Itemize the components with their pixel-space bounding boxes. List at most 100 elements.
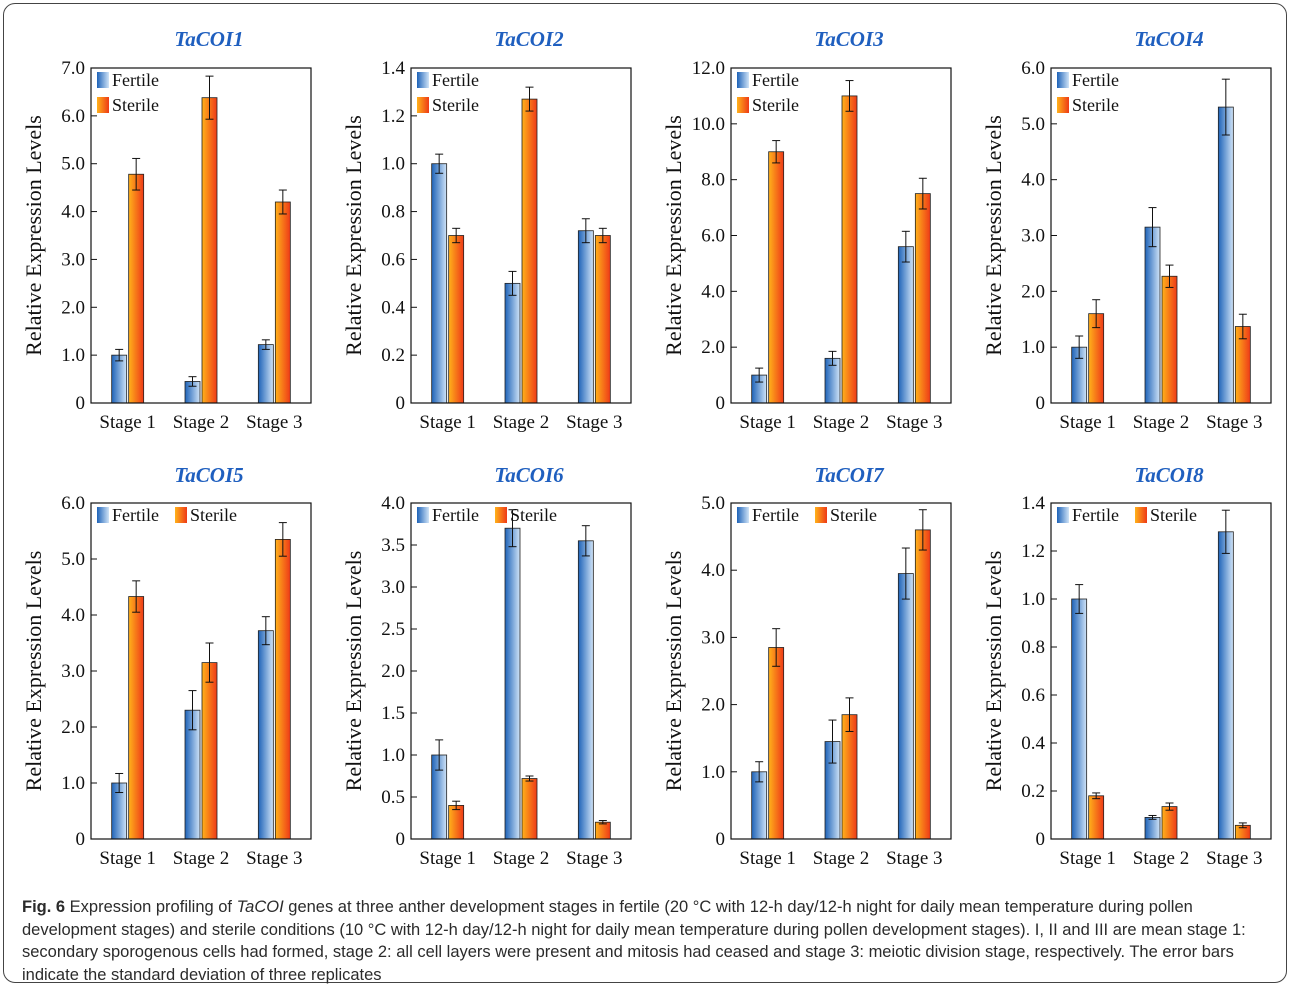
caption-text-rest: genes at three anther development stages… bbox=[22, 898, 1246, 984]
y-tick-label: 5.0 bbox=[61, 154, 85, 175]
y-tick-label: 1.0 bbox=[61, 345, 85, 366]
y-tick-label: 0 bbox=[396, 393, 406, 414]
chart-title: TaCOI6 bbox=[494, 463, 564, 487]
legend-swatch-fertile bbox=[417, 507, 429, 523]
x-tick-label: Stage 2 bbox=[493, 412, 549, 433]
bar-sterile bbox=[448, 235, 465, 404]
legend-label: Sterile bbox=[432, 95, 479, 115]
x-tick-label: Stage 2 bbox=[813, 848, 869, 869]
caption-gene: TaCOI bbox=[236, 898, 284, 916]
legend-swatch-sterile bbox=[495, 507, 507, 523]
chart-panel-3: TaCOI3 Relative Expression Levels 0 2.0 4.0 6… bbox=[661, 27, 952, 433]
y-tick-label: 1.5 bbox=[381, 703, 405, 724]
y-tick-label: 4.0 bbox=[61, 202, 85, 223]
legend-swatch-fertile bbox=[737, 507, 749, 523]
x-tick-label: Stage 1 bbox=[739, 848, 795, 869]
x-tick-label: Stage 3 bbox=[886, 412, 942, 433]
chart-panel-6: TaCOI6 Relative Expression Levels 0 0.5 1.0 1… bbox=[341, 463, 632, 869]
legend-label: Sterile bbox=[1150, 505, 1197, 525]
bar-fertile bbox=[1144, 226, 1161, 404]
y-tick-label: 0.6 bbox=[381, 249, 405, 270]
legend-label: Fertile bbox=[112, 505, 159, 525]
y-axis-label: Relative Expression Levels bbox=[981, 115, 1006, 356]
y-tick-label: 2.0 bbox=[1021, 281, 1045, 302]
y-tick-label: 5.0 bbox=[61, 549, 85, 570]
y-tick-label: 8.0 bbox=[701, 170, 725, 191]
x-tick-label: Stage 3 bbox=[1206, 412, 1262, 433]
y-tick-label: 0.8 bbox=[1021, 637, 1045, 658]
y-axis-label: Relative Expression Levels bbox=[21, 115, 46, 356]
x-tick-label: Stage 3 bbox=[246, 848, 302, 869]
x-tick-label: Stage 2 bbox=[1133, 412, 1189, 433]
y-tick-label: 6.0 bbox=[1021, 58, 1045, 79]
legend-label: Fertile bbox=[752, 505, 799, 525]
y-tick-label: 12.0 bbox=[692, 58, 725, 79]
bar-sterile bbox=[841, 714, 858, 840]
y-tick-label: 0.2 bbox=[1021, 781, 1045, 802]
x-tick-label: Stage 1 bbox=[419, 848, 475, 869]
legend-swatch-fertile bbox=[1057, 507, 1069, 523]
caption-text-start: Expression profiling of bbox=[65, 898, 237, 916]
legend-swatch-sterile bbox=[417, 97, 429, 113]
x-tick-label: Stage 1 bbox=[99, 412, 155, 433]
y-tick-label: 5.0 bbox=[701, 493, 725, 514]
plot-frame bbox=[1050, 502, 1272, 840]
y-tick-label: 1.0 bbox=[1021, 337, 1045, 358]
y-tick-label: 3.0 bbox=[701, 627, 725, 648]
plot-frame bbox=[90, 67, 312, 404]
legend-swatch-fertile bbox=[417, 72, 429, 88]
legend-label: Sterile bbox=[1072, 95, 1119, 115]
y-tick-label: 10.0 bbox=[692, 114, 725, 135]
y-tick-label: 0.2 bbox=[381, 345, 405, 366]
x-tick-label: Stage 2 bbox=[173, 848, 229, 869]
legend-swatch-sterile bbox=[175, 507, 187, 523]
y-tick-label: 7.0 bbox=[61, 58, 85, 79]
chart-title: TaCOI1 bbox=[174, 27, 243, 51]
bar-sterile bbox=[201, 662, 218, 840]
y-tick-label: 6.0 bbox=[61, 493, 85, 514]
plot-frame bbox=[1050, 67, 1272, 404]
bar-fertile bbox=[1071, 598, 1088, 840]
y-tick-label: 1.0 bbox=[61, 773, 85, 794]
bar-fertile bbox=[257, 630, 274, 840]
y-axis-label: Relative Expression Levels bbox=[981, 551, 1006, 792]
legend-swatch-sterile bbox=[1057, 97, 1069, 113]
y-tick-label: 2.0 bbox=[61, 717, 85, 738]
figure-frame bbox=[3, 3, 1287, 983]
bar-fertile bbox=[1217, 531, 1234, 840]
y-tick-label: 3.5 bbox=[381, 535, 405, 556]
x-tick-label: Stage 2 bbox=[813, 412, 869, 433]
bar-sterile bbox=[201, 97, 218, 404]
chart-title: TaCOI3 bbox=[814, 27, 883, 51]
chart-title: TaCOI4 bbox=[1134, 27, 1203, 51]
bar-sterile bbox=[768, 151, 785, 404]
y-tick-label: 3.0 bbox=[61, 249, 85, 270]
y-tick-label: 3.0 bbox=[381, 577, 405, 598]
y-tick-label: 3.0 bbox=[1021, 226, 1045, 247]
y-tick-label: 0 bbox=[1036, 393, 1046, 414]
bar-fertile bbox=[577, 540, 594, 840]
y-tick-label: 0.6 bbox=[1021, 685, 1045, 706]
bar-fertile bbox=[111, 354, 128, 404]
y-tick-label: 0 bbox=[1036, 829, 1046, 850]
caption-label: Fig. 6 bbox=[22, 898, 66, 916]
y-tick-label: 1.2 bbox=[1021, 541, 1045, 562]
bar-sterile bbox=[768, 647, 785, 840]
chart-title: TaCOI5 bbox=[174, 463, 243, 487]
x-tick-label: Stage 1 bbox=[1059, 412, 1115, 433]
legend-label: Sterile bbox=[830, 505, 877, 525]
bar-sterile bbox=[448, 805, 465, 840]
y-tick-label: 0 bbox=[76, 393, 86, 414]
y-tick-label: 4.0 bbox=[701, 560, 725, 581]
bar-fertile bbox=[1217, 106, 1234, 404]
y-tick-label: 0.4 bbox=[1021, 733, 1045, 754]
y-axis-label: Relative Expression Levels bbox=[661, 551, 686, 792]
y-tick-label: 3.0 bbox=[61, 661, 85, 682]
plot-frame bbox=[90, 502, 312, 840]
x-tick-label: Stage 2 bbox=[1133, 848, 1189, 869]
y-tick-label: 0.5 bbox=[381, 787, 405, 808]
bar-fertile bbox=[1144, 817, 1161, 840]
legend-label: Fertile bbox=[1072, 505, 1119, 525]
y-tick-label: 4.0 bbox=[381, 493, 405, 514]
